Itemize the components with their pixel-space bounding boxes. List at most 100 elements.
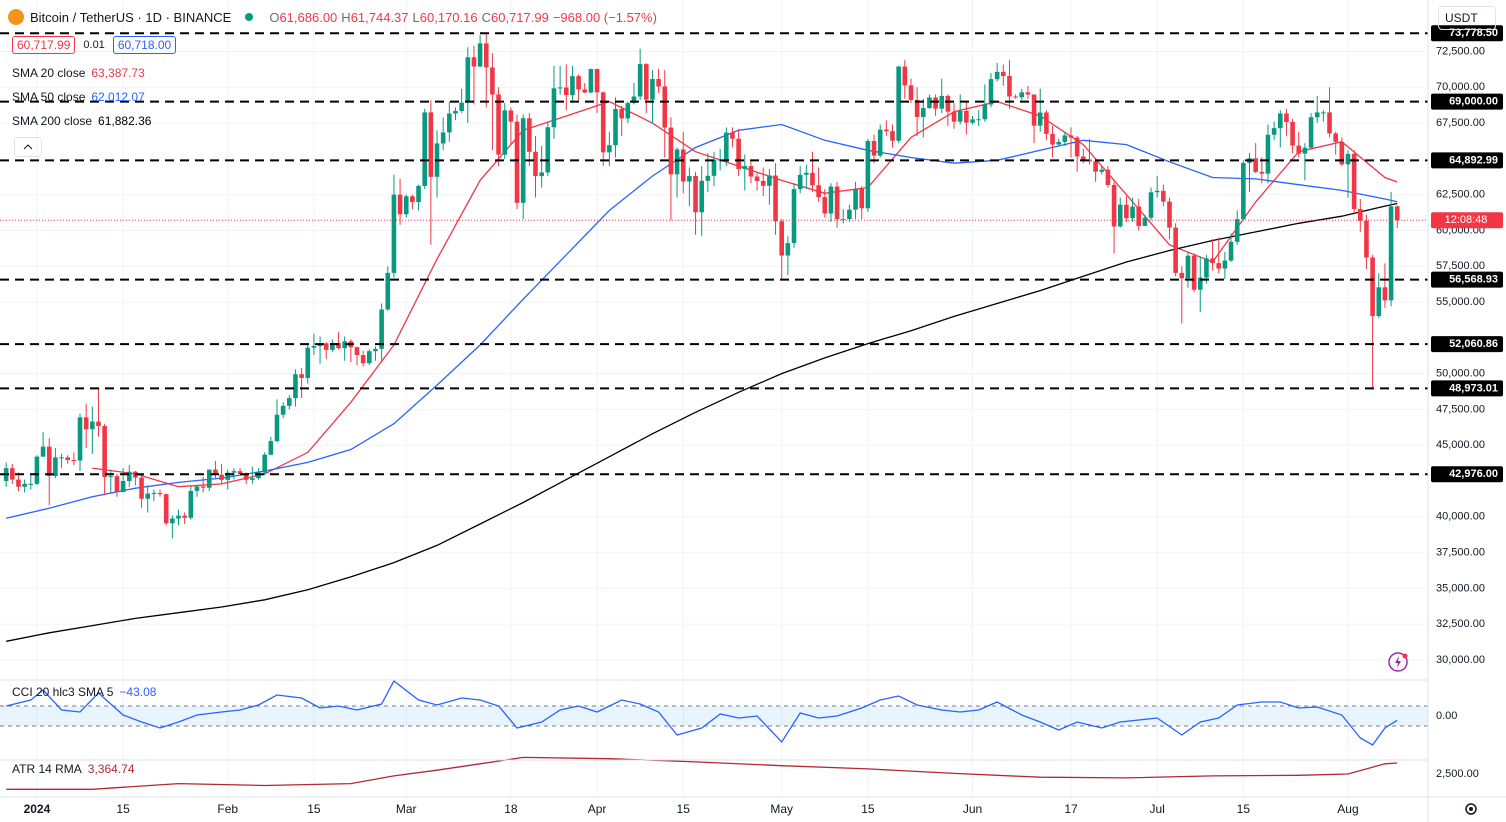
indicator-value: 61,882.36 xyxy=(98,114,152,128)
level-label: 69,000.00 xyxy=(1449,96,1498,108)
candle-body xyxy=(231,471,237,473)
x-tick-label: 15 xyxy=(677,802,691,816)
indicator-legend: SMA 20 close 63,387.73 xyxy=(12,66,145,80)
indicator-name: ATR 14 RMA xyxy=(12,762,82,776)
candle-body xyxy=(527,118,532,152)
candle-body xyxy=(1013,96,1018,98)
candle-body xyxy=(625,103,631,119)
level-label-bg xyxy=(1431,466,1503,483)
indicator-value: 3,364.74 xyxy=(87,762,135,776)
candle-body xyxy=(200,486,206,488)
candle-body xyxy=(680,149,686,182)
candle-body xyxy=(280,405,286,415)
collapse-button[interactable] xyxy=(14,137,42,157)
candle-body xyxy=(373,348,378,352)
cci-band xyxy=(0,706,1428,726)
candle-body xyxy=(1321,112,1326,114)
symbol[interactable]: Bitcoin / TetherUS · 1D · BINANCE xyxy=(30,9,232,25)
currency-select[interactable]: USDT xyxy=(1438,6,1496,30)
candle-body xyxy=(687,175,692,182)
candle-body xyxy=(77,417,83,461)
x-tick-label: 15 xyxy=(861,802,875,816)
candle-body xyxy=(668,127,674,175)
candle-body xyxy=(865,141,871,209)
candle-body xyxy=(1050,133,1055,145)
candle-body xyxy=(674,149,680,175)
candle-body xyxy=(951,111,957,122)
candle-body xyxy=(108,476,114,478)
candle-body xyxy=(299,374,304,378)
candle-body xyxy=(1333,133,1338,142)
y-tick-label: 40,000.00 xyxy=(1436,511,1485,523)
candle-body xyxy=(724,132,729,160)
candle-body xyxy=(877,129,883,156)
candle-body xyxy=(1216,263,1222,269)
candle-body xyxy=(890,131,895,141)
candle-body xyxy=(1099,169,1105,172)
candle-body xyxy=(1185,255,1191,279)
candle-body xyxy=(336,343,341,349)
candle-body xyxy=(508,110,514,122)
candle-body xyxy=(342,341,347,349)
level-label-bg xyxy=(1431,152,1503,169)
candle-body xyxy=(1007,76,1012,97)
candle-body xyxy=(748,166,754,177)
candle-body xyxy=(570,76,575,96)
ohlc-key: C xyxy=(481,9,491,25)
candle-body xyxy=(157,493,163,495)
trade-buttons: 60,717.99 0.01 60,718.00 xyxy=(12,36,177,54)
candle-body xyxy=(539,172,544,177)
candle-body xyxy=(994,71,1000,80)
candle-body xyxy=(834,186,840,220)
candle-body xyxy=(1370,257,1375,317)
candle-body xyxy=(465,57,471,103)
level-label: 42,976.00 xyxy=(1449,468,1498,480)
candle-body xyxy=(213,469,218,475)
settings-gear[interactable] xyxy=(1465,803,1477,815)
candle-body xyxy=(367,351,372,364)
candle-body xyxy=(1271,128,1277,135)
candle-body xyxy=(1136,206,1142,226)
candle-body xyxy=(884,129,889,132)
candle-body xyxy=(939,95,945,109)
y-tick-label: 30,000.00 xyxy=(1436,654,1485,666)
indicator-value: 62,012.07 xyxy=(91,90,145,104)
candle-body xyxy=(102,426,107,478)
candle-body xyxy=(1037,112,1043,126)
candle-body xyxy=(397,194,403,215)
candle-body xyxy=(237,471,243,474)
candle-body xyxy=(1259,171,1265,174)
candle-body xyxy=(453,110,458,114)
y-tick-label: 50,000.00 xyxy=(1436,368,1485,380)
candle-body xyxy=(785,243,791,256)
candle-body xyxy=(1130,206,1135,219)
candle-body xyxy=(607,145,612,153)
y-tick-label: 45,000.00 xyxy=(1436,439,1485,451)
candle-body xyxy=(1197,277,1203,290)
level-label: 52,060.86 xyxy=(1449,338,1498,350)
candle-body xyxy=(83,417,89,430)
candle-body xyxy=(447,113,452,133)
candle-body xyxy=(859,188,865,209)
x-tick-label: Jul xyxy=(1150,802,1165,816)
candle-body xyxy=(711,159,717,176)
candle-body xyxy=(1019,92,1025,98)
candle-body xyxy=(1117,204,1123,227)
candle-body xyxy=(1357,209,1363,221)
candle-body xyxy=(1339,141,1345,165)
candle-body xyxy=(1222,260,1228,269)
y-tick-label: 62,500.00 xyxy=(1436,189,1485,201)
countdown-bg xyxy=(1431,212,1503,229)
candle-body xyxy=(1204,258,1209,278)
alert-icon[interactable] xyxy=(1388,652,1408,672)
candle-body xyxy=(16,479,21,487)
candle-body xyxy=(250,478,255,480)
candle-body xyxy=(1031,94,1037,126)
candle-body xyxy=(988,79,994,105)
buy-button[interactable]: 60,718.00 xyxy=(112,36,177,54)
sell-button[interactable]: 60,717.99 xyxy=(12,36,76,54)
candle-body xyxy=(767,175,772,186)
y-tick-label: 32,500.00 xyxy=(1436,618,1485,630)
candle-body xyxy=(754,176,760,181)
candle-body xyxy=(459,102,464,111)
